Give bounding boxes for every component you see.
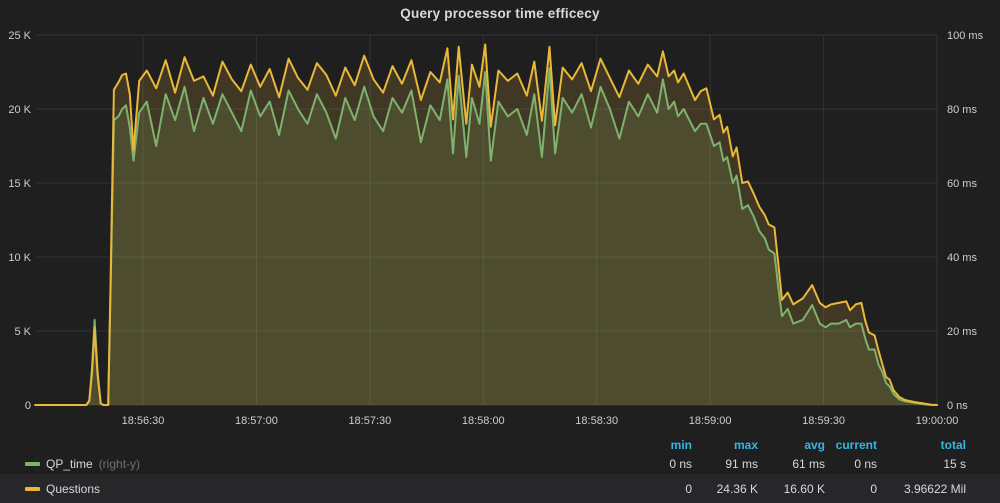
y-right-tick-label: 80 ms (947, 104, 977, 116)
qp-time-max: 91 ms (725, 456, 758, 471)
x-tick-label: 18:58:00 (462, 415, 505, 427)
legend-name-cell: Questions (0, 482, 622, 496)
legend-row-questions[interactable]: Questions 0 24.36 K 16.60 K 0 3.96622 Mi… (0, 474, 1000, 503)
legend-name-cell: QP_time (right-y) (0, 457, 622, 471)
legend-row-qp-time[interactable]: QP_time (right-y) 0 ns 91 ms 61 ms 0 ns … (0, 453, 1000, 474)
questions-max: 24.36 K (716, 481, 758, 496)
qp-time-series-label[interactable]: QP_time (46, 456, 93, 471)
y-left-tick-label: 0 (25, 400, 31, 412)
x-tick-label: 18:59:30 (802, 415, 845, 427)
legend-header-row: min max avg current total (0, 436, 1000, 453)
x-tick-label: 18:59:00 (689, 415, 732, 427)
y-left-tick-label: 10 K (8, 252, 31, 264)
panel-title[interactable]: Query processor time efficecy (400, 6, 600, 21)
x-tick-label: 18:56:30 (122, 415, 165, 427)
y-left-tick-label: 20 K (8, 104, 31, 116)
legend-col-max[interactable]: max (733, 437, 758, 452)
y-right-tick-label: 60 ms (947, 178, 977, 190)
x-tick-label: 18:57:00 (235, 415, 278, 427)
legend-col-avg[interactable]: avg (804, 437, 825, 452)
legend-col-min[interactable]: min (670, 437, 692, 452)
x-tick-label: 18:58:30 (575, 415, 618, 427)
legend-table: min max avg current total QP_time (right… (0, 433, 1000, 503)
chart-area[interactable]: 25 K 20 K 15 K 10 K 5 K 0 100 ms 80 ms 60 ms 40 m… (0, 0, 1000, 433)
x-tick-label: 18:57:30 (348, 415, 391, 427)
questions-avg: 16.60 K (783, 481, 825, 496)
qp-time-current: 0 ns (854, 456, 877, 471)
qp-time-avg: 61 ms (792, 456, 825, 471)
chart-canvas[interactable]: 25 K 20 K 15 K 10 K 5 K 0 100 ms 80 ms 60 ms 40 m… (0, 0, 1000, 433)
questions-line[interactable] (34, 43, 938, 406)
questions-current: 0 (870, 481, 877, 496)
legend-col-total[interactable]: total (940, 437, 966, 452)
questions-min: 0 (685, 481, 692, 496)
y-right-tick-label: 100 ms (947, 30, 984, 42)
qp-time-min: 0 ns (669, 456, 692, 471)
y-left-tick-label: 25 K (8, 30, 31, 42)
questions-total: 3.96622 Mil (903, 481, 966, 496)
qp-time-total: 15 s (943, 456, 966, 471)
x-tick-label: 19:00:00 (916, 415, 959, 427)
y-right-tick-label: 0 ns (947, 400, 968, 412)
qp-time-line[interactable] (34, 67, 938, 406)
y-left-tick-label: 5 K (14, 326, 31, 338)
questions-area-fill (35, 44, 937, 405)
qp-time-axis-tag: (right-y) (98, 456, 141, 471)
y-right-tick-label: 20 ms (947, 326, 977, 338)
questions-series-label[interactable]: Questions (46, 481, 101, 496)
qp-time-series-swatch[interactable] (25, 461, 40, 466)
questions-series-swatch[interactable] (25, 486, 40, 491)
legend-col-current[interactable]: current (835, 437, 877, 452)
qp-time-area-fill (35, 68, 937, 406)
y-right-tick-label: 40 ms (947, 252, 977, 264)
y-left-tick-label: 15 K (8, 178, 31, 190)
